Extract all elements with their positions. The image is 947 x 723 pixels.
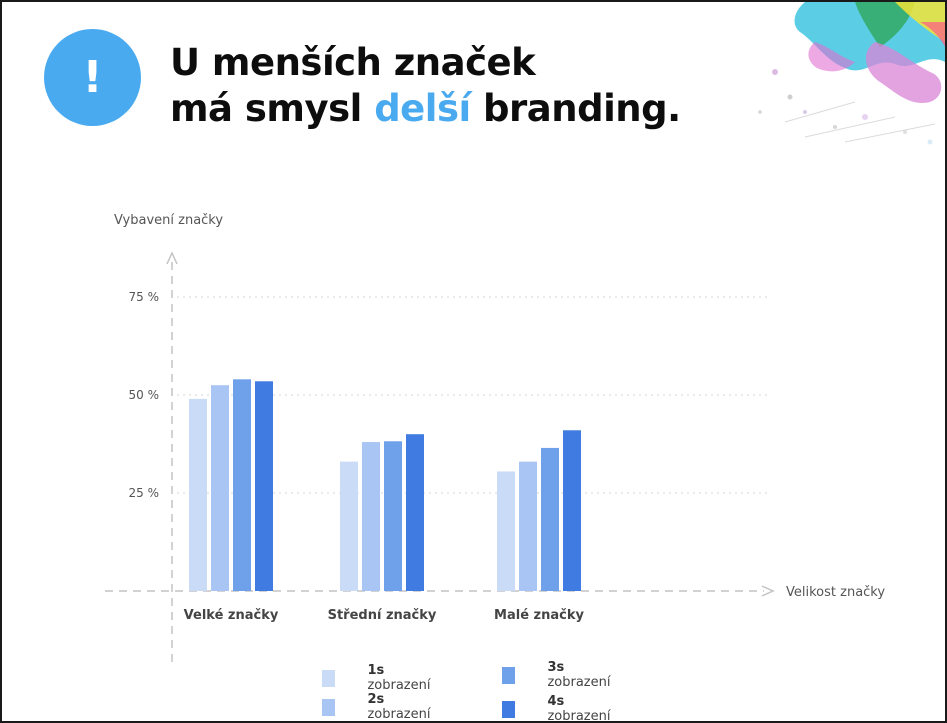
paint-splash-icon [758,2,945,145]
bar-3-series-4 [563,430,581,591]
bar-3-series-1 [497,471,515,591]
bar-1-series-1 [189,398,207,591]
bar-2-series-3 [384,441,402,591]
legend-label-bold: 2s [367,692,385,707]
legend-label-bold: 3s [547,660,565,675]
title-line-1: U menších značek [170,41,536,84]
legend-swatch [502,700,516,718]
y-tick-label: 75 % [129,290,160,304]
legend-item: 2s zobrazení [322,692,434,722]
legend-label: 1s zobrazení [367,663,434,693]
legend-label-rest: zobrazení [367,707,431,722]
legend-label-bold: 1s [367,663,385,678]
bars [189,379,581,591]
x-axis-arrow-icon [761,585,775,597]
y-axis-label: Vybavení značky [114,213,223,228]
legend-item: 4s zobrazení [502,694,614,723]
legend-item: 1s zobrazení [322,663,434,693]
legend-swatch [322,698,336,716]
category-label: Střední značky [328,608,437,623]
exclamation-icon: ! [82,51,103,103]
legend-label-rest: zobrazení [367,678,431,693]
bar-2-series-2 [362,442,380,591]
legend-label-rest: zobrazení [547,675,611,690]
bar-2-series-1 [340,461,358,591]
legend-swatch [502,666,516,684]
category-labels: Velké značky Střední značky Malé značky [184,608,585,623]
title-accent-word: delší [374,87,471,130]
bar-1-series-2 [211,385,229,591]
y-tick-label: 50 % [129,388,160,402]
bar-3-series-2 [519,461,537,591]
category-label: Malé značky [494,608,584,623]
legend-item: 3s zobrazení [502,660,614,690]
gridlines [177,296,767,494]
bar-1-series-3 [233,379,251,591]
legend-swatch [322,669,336,687]
legend-label: 2s zobrazení [367,692,434,722]
y-axis-arrow-icon [166,251,178,265]
x-axis-label: Velikost značky [786,585,885,600]
y-tick-labels: 25 % 50 % 75 % [129,290,160,500]
page-title: U menších značek má smysl delší branding… [170,40,681,132]
legend-label-bold: 4s [547,694,565,709]
title-line-2-pre: má smysl [170,87,375,130]
bar-1-series-4 [255,381,273,591]
bar-3-series-3 [541,447,559,591]
y-tick-label: 25 % [129,486,160,500]
title-line-2: má smysl delší branding. [170,86,681,132]
bar-2-series-4 [406,434,424,591]
alert-badge: ! [44,29,141,126]
legend-label: 3s zobrazení [547,660,614,690]
title-line-2-post: branding. [470,87,681,130]
category-label: Velké značky [184,608,279,623]
legend-label-rest: zobrazení [547,709,611,723]
legend-label: 4s zobrazení [547,694,614,723]
